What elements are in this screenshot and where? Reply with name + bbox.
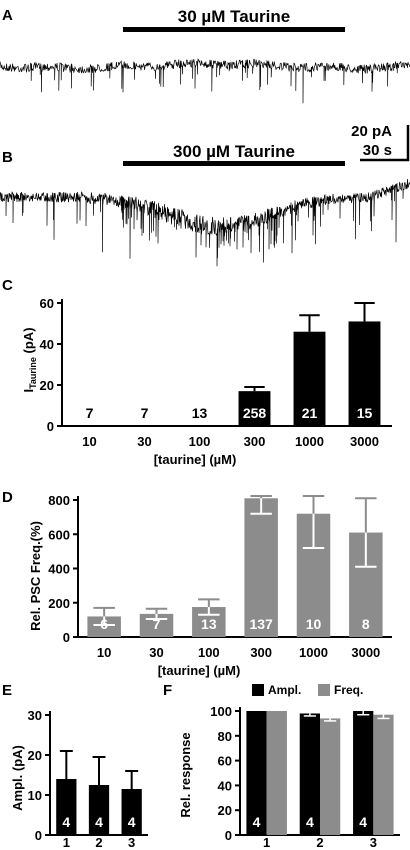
chart-c: C ITaurine (pA) 0 20 40 60 7 10 7 30 13 100 258 300… xyxy=(2,277,392,467)
chart-c-ytick-label: 40 xyxy=(40,337,54,352)
chart-e-category-label: 2 xyxy=(95,835,102,850)
chart-e-ytick-label: 30 xyxy=(28,708,42,723)
chart-d-category-label: 1000 xyxy=(299,645,328,660)
chart-e-bar xyxy=(121,789,142,835)
chart-d-category-label: 3000 xyxy=(351,645,380,660)
chart-f-ytick-label: 80 xyxy=(218,729,232,744)
chart-d-ytick-label: 0 xyxy=(63,630,70,645)
panel-d-letter: D xyxy=(2,489,13,506)
chart-d-category-label: 30 xyxy=(149,645,163,660)
chart-c-category-label: 30 xyxy=(137,434,151,449)
chart-f-ylabel: Rel. response xyxy=(178,732,193,817)
chart-f-ytick-label: 60 xyxy=(218,754,232,769)
chart-f-ytick-label: 20 xyxy=(218,803,232,818)
chart-d-ytick-label: 600 xyxy=(48,527,70,542)
panel-a-current-trace xyxy=(0,58,410,104)
chart-e-bar xyxy=(56,779,77,835)
chart-f-category-label: 3 xyxy=(370,835,377,850)
chart-d-category-label: 10 xyxy=(97,645,111,660)
chart-e-n-label: 4 xyxy=(95,814,103,830)
chart-d-n-label: 137 xyxy=(249,616,273,632)
chart-e-ytick-label: 0 xyxy=(35,828,42,843)
chart-d-category-label: 100 xyxy=(198,645,220,660)
chart-c-category-label: 10 xyxy=(82,434,96,449)
panel-e-letter: E xyxy=(2,682,12,699)
legend-label-ampl: Ampl. xyxy=(268,683,301,697)
chart-c-n-label: 258 xyxy=(243,405,267,421)
legend-swatch-freq xyxy=(318,684,330,696)
panel-a-drug-bar xyxy=(123,27,345,32)
chart-e-ylabel: Ampl. (pA) xyxy=(10,745,25,811)
chart-c-ytick-label: 20 xyxy=(40,378,54,393)
chart-d-ytick-label: 400 xyxy=(48,562,70,577)
panel-a-drug-label: 30 µM Taurine xyxy=(178,7,290,26)
chart-d-n-label: 13 xyxy=(201,616,217,632)
chart-d-ytick-label: 800 xyxy=(48,493,70,508)
chart-c-xlabel: [taurine] (µM) xyxy=(154,452,237,467)
chart-e-ytick-label: 20 xyxy=(28,748,42,763)
chart-e-ytick-label: 10 xyxy=(28,788,42,803)
chart-e-n-label: 4 xyxy=(128,814,136,830)
legend-swatch-ampl xyxy=(252,684,264,696)
chart-c-ylabel: ITaurine (pA) xyxy=(21,327,38,392)
chart-d-ylabel: Rel. PSC Freq.(%) xyxy=(28,521,43,631)
scalebar xyxy=(360,125,410,162)
chart-f-n-label: 4 xyxy=(359,814,367,830)
chart-d: D Rel. PSC Freq.(%) 0 200 400 600 800 6 10 7 30 1… xyxy=(2,489,392,678)
chart-c-bar xyxy=(238,391,271,426)
chart-c-bar xyxy=(348,321,381,426)
chart-d-n-label: 8 xyxy=(362,616,370,632)
chart-f-category-label: 1 xyxy=(263,835,270,850)
chart-e-category-label: 3 xyxy=(128,835,135,850)
chart-d-category-label: 300 xyxy=(250,645,272,660)
chart-f-n-label: 4 xyxy=(306,814,314,830)
chart-c-category-label: 3000 xyxy=(350,434,379,449)
chart-c-n-label: 13 xyxy=(192,405,208,421)
chart-f-bar-freq xyxy=(320,718,341,835)
chart-d-n-label: 6 xyxy=(100,616,108,632)
chart-d-xlabel: [taurine] (µM) xyxy=(158,663,241,678)
chart-f-bar-ampl xyxy=(353,711,374,835)
chart-c-n-label: 21 xyxy=(302,405,318,421)
chart-f-bar-freq xyxy=(373,714,394,835)
chart-d-bar xyxy=(244,498,278,637)
chart-e: E Ampl. (pA) 0 10 20 30 4 1 4 2 4 3 xyxy=(2,682,148,850)
chart-f-ytick-label: 0 xyxy=(225,828,232,843)
panel-b-drug-label: 300 µM Taurine xyxy=(173,142,295,161)
legend-label-freq: Freq. xyxy=(334,683,363,697)
chart-e-category-label: 1 xyxy=(63,835,70,850)
chart-e-n-label: 4 xyxy=(62,814,70,830)
chart-f-bar-freq xyxy=(266,711,287,835)
chart-f-n-label: 4 xyxy=(253,814,261,830)
chart-c-n-label: 7 xyxy=(86,405,94,421)
panel-b-letter: B xyxy=(2,149,13,166)
chart-f: F Rel. response Ampl. Freq. 0 20 40 60 80 100… xyxy=(163,682,400,850)
chart-c-category-label: 100 xyxy=(189,434,211,449)
panel-f-letter: F xyxy=(163,682,172,699)
chart-c-n-label: 7 xyxy=(141,405,149,421)
chart-d-ytick-label: 200 xyxy=(48,596,70,611)
panel-b-drug-bar xyxy=(123,161,345,166)
chart-d-n-label: 7 xyxy=(153,616,161,632)
panel-b-current-trace xyxy=(0,178,410,267)
scalebar-current-label: 20 pA xyxy=(351,123,392,140)
chart-e-bar xyxy=(88,785,110,835)
chart-c-n-label: 15 xyxy=(357,405,373,421)
chart-c-category-label: 300 xyxy=(244,434,266,449)
chart-f-bar-ampl xyxy=(246,711,267,835)
scalebar-time-label: 30 s xyxy=(363,142,392,159)
chart-f-category-label: 2 xyxy=(316,835,323,850)
panel-a-letter: A xyxy=(2,7,13,24)
chart-f-bar-ampl xyxy=(299,713,320,835)
chart-c-ytick-label: 60 xyxy=(40,296,54,311)
chart-d-n-label: 10 xyxy=(306,616,322,632)
panel-c-letter: C xyxy=(2,277,13,294)
chart-c-ytick-label: 0 xyxy=(47,419,54,434)
chart-f-ytick-label: 100 xyxy=(210,704,232,719)
chart-d-bar xyxy=(87,616,121,637)
chart-c-bar xyxy=(293,331,326,426)
chart-c-category-label: 1000 xyxy=(295,434,324,449)
chart-f-ytick-label: 40 xyxy=(218,778,232,793)
